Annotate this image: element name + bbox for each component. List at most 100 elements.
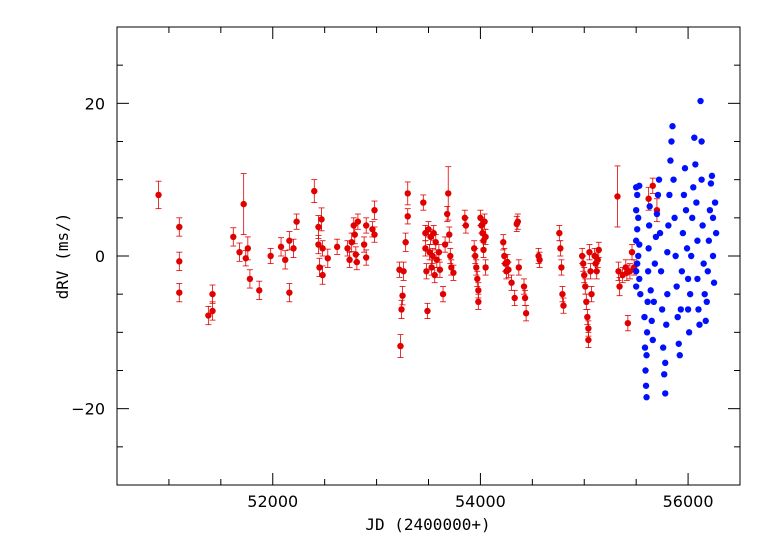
data-point [676, 352, 683, 359]
data-point [473, 264, 480, 271]
data-point [443, 210, 451, 218]
data-point [286, 237, 293, 244]
data-point [678, 268, 686, 275]
data-point [712, 229, 720, 237]
data-point [697, 97, 704, 105]
data-point [706, 207, 714, 214]
data-point [398, 306, 405, 313]
data-point [369, 226, 376, 233]
data-point [659, 344, 667, 351]
data-point [686, 290, 694, 298]
data-point [646, 203, 653, 210]
data-point [622, 264, 629, 271]
data-point [700, 260, 707, 267]
data-point [614, 193, 621, 200]
data-point [447, 252, 454, 260]
data-point [709, 252, 717, 260]
data-point [635, 214, 642, 222]
data-point [472, 252, 479, 260]
data-point [587, 268, 594, 275]
data-point [422, 245, 429, 252]
data-point [709, 214, 717, 222]
data-point [632, 283, 640, 290]
data-point [642, 382, 650, 389]
data-point [324, 255, 331, 262]
tick-labels: 52000 54000 56000 −20 0 20 [71, 94, 713, 511]
data-point [664, 248, 671, 256]
data-point [348, 239, 355, 246]
data-point [293, 218, 300, 225]
data-point [670, 176, 677, 183]
data-point [703, 298, 710, 305]
data-point [429, 252, 436, 260]
data-point [560, 302, 567, 309]
data-point [651, 260, 659, 267]
data-point [286, 289, 293, 296]
data-point [209, 290, 216, 298]
data-point [344, 245, 351, 252]
data-point [354, 218, 362, 225]
data-point [624, 319, 632, 327]
data-point [684, 306, 692, 313]
data-point [515, 264, 523, 271]
data-point [445, 190, 452, 197]
data-point [671, 214, 678, 222]
data-point [436, 266, 444, 273]
data-point [684, 275, 692, 283]
data-point [692, 161, 699, 168]
data-point [704, 268, 712, 275]
data-point [685, 329, 693, 336]
data-point [698, 176, 705, 183]
data-point [155, 191, 162, 199]
data-point [435, 248, 443, 256]
data-point [580, 260, 587, 267]
data-point [240, 200, 247, 208]
data-point [482, 233, 489, 241]
series-0 [155, 165, 661, 358]
data-point [668, 138, 675, 145]
data-point [665, 222, 672, 229]
data-point [680, 191, 688, 199]
data-point [662, 359, 669, 367]
data-point [209, 307, 216, 315]
data-point [397, 342, 404, 350]
data-point [662, 390, 669, 397]
data-point [432, 239, 439, 246]
data-point [690, 184, 697, 191]
data-point [626, 268, 634, 275]
data-point [645, 245, 652, 252]
data-point [705, 237, 713, 244]
data-point [481, 218, 488, 225]
data-point [649, 182, 656, 189]
data-point [446, 231, 453, 238]
data-point [682, 207, 690, 214]
data-point [645, 222, 653, 229]
data-point [585, 325, 592, 332]
data-point [521, 294, 529, 302]
data-point [450, 269, 457, 276]
data-point [702, 317, 709, 325]
data-point [244, 245, 252, 252]
data-point [277, 243, 285, 251]
data-point [404, 190, 411, 197]
data-point [675, 340, 682, 347]
data-point [371, 207, 378, 214]
data-point [230, 233, 237, 241]
data-point [586, 248, 593, 256]
data-point [556, 229, 563, 237]
data-point [176, 289, 183, 296]
data-point [441, 241, 449, 248]
data-point [708, 172, 716, 180]
data-point [593, 268, 600, 275]
data-point [636, 275, 643, 283]
data-point [643, 329, 651, 336]
data-point [583, 298, 590, 305]
data-point [658, 306, 666, 313]
data-point [351, 231, 358, 238]
data-point [641, 344, 649, 351]
data-point [652, 233, 660, 241]
data-point [482, 264, 489, 271]
data-point [649, 336, 656, 344]
x-tick-label: 54000 [455, 492, 506, 511]
data-point [420, 199, 427, 206]
